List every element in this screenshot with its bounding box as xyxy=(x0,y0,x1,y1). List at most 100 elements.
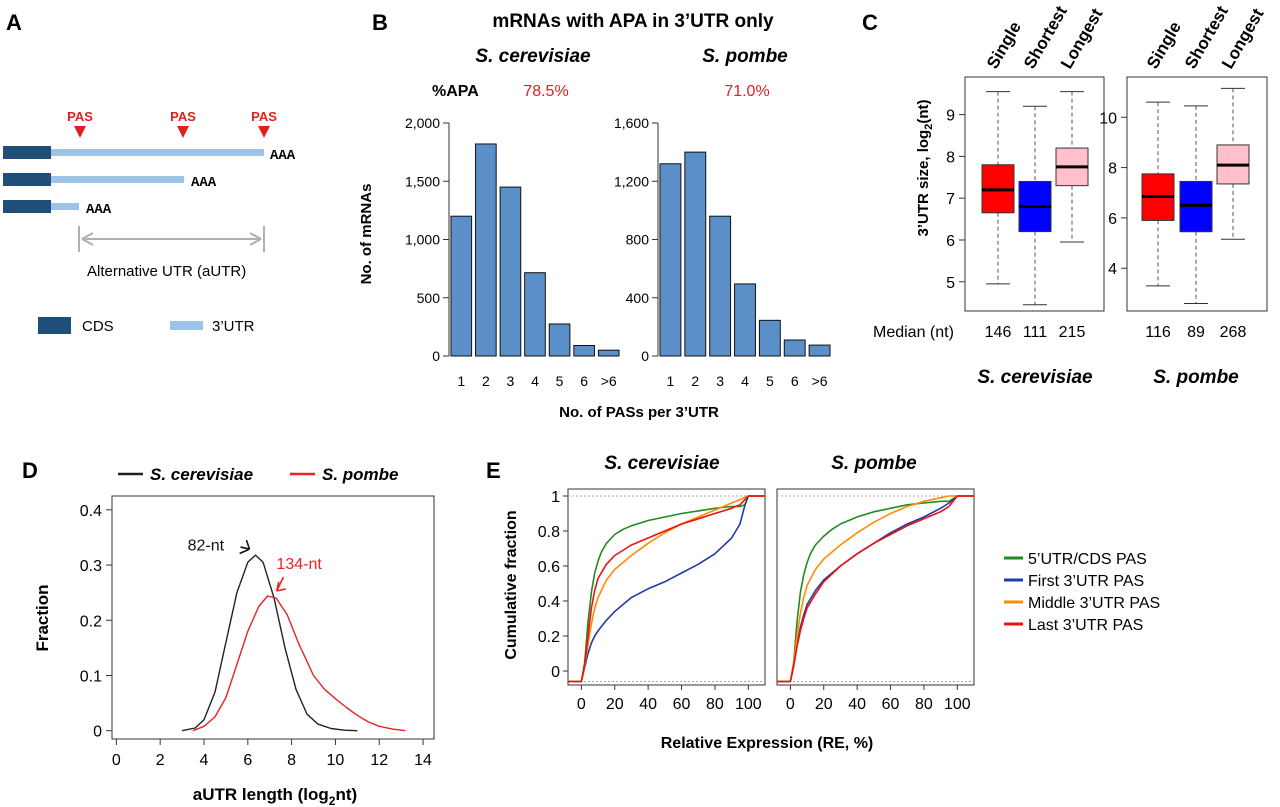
x-tick-label: 40 xyxy=(848,696,866,713)
cds-bar xyxy=(3,200,51,213)
panel-c-species-cer: S. cerevisiae xyxy=(977,367,1093,388)
pas-marker-icon xyxy=(258,126,270,138)
panel-c: 3’UTR size, log2(nt) Median (nt) S. cere… xyxy=(873,2,1268,388)
legend-swatch-utr xyxy=(170,321,203,330)
legend-label: Middle 3’UTR PAS xyxy=(1028,595,1160,612)
bar xyxy=(548,323,571,357)
y-tick-label: 1,500 xyxy=(405,173,440,189)
y-tick-label: 1,000 xyxy=(405,232,440,248)
utr-bar xyxy=(51,149,264,156)
cds-bar xyxy=(3,146,51,159)
x-tick-label: 100 xyxy=(944,696,971,713)
arrowhead-icon xyxy=(275,581,286,592)
panel-e-ylabel: Cumulative fraction xyxy=(503,510,520,659)
cdf-line xyxy=(777,495,974,683)
y-tick-label: 0.2 xyxy=(80,613,102,630)
panel-e: S. cerevisiae S. pombe Cumulative fracti… xyxy=(503,453,1160,752)
median-value: 111 xyxy=(1023,324,1047,341)
bar xyxy=(783,339,806,357)
plot-frame xyxy=(1126,76,1268,312)
y-tick-label: 500 xyxy=(417,290,441,306)
x-tick-label: 10 xyxy=(327,752,345,769)
median-value: 89 xyxy=(1187,324,1205,341)
panel-b-title: mRNAs with APA in 3’UTR only xyxy=(492,11,774,32)
median-value: 146 xyxy=(985,324,1012,341)
panel-d-xlabel: aUTR length (log2nt) xyxy=(193,785,357,807)
polya-tail: AAA xyxy=(270,148,296,164)
panel-a-schematic: PAS PAS PAS AAA AAA AAA Alternative UTR … xyxy=(3,109,296,335)
x-tick-label: 1 xyxy=(457,373,465,389)
y-tick-label: 2,000 xyxy=(405,115,440,131)
y-tick-label: 10 xyxy=(1099,110,1117,127)
y-tick-label: 8 xyxy=(946,149,955,166)
x-tick-label: 80 xyxy=(706,696,724,713)
x-tick-label: 40 xyxy=(639,696,657,713)
panel-c-ylabel: 3’UTR size, log2(nt) xyxy=(915,100,935,237)
cdf-line xyxy=(568,495,765,683)
panel-b-species-cer: S. cerevisiae xyxy=(475,46,591,67)
x-tick-label: 4 xyxy=(200,752,209,769)
apa-label: %APA xyxy=(432,83,479,100)
panel-b-species-pom: S. pombe xyxy=(702,46,788,67)
x-tick-label: 2 xyxy=(482,373,490,389)
y-tick-label: 1,600 xyxy=(614,115,649,131)
median-label: Median (nt) xyxy=(873,324,954,341)
y-tick-label: 9 xyxy=(946,108,955,125)
density-plot: 0 0.1 0.2 0.3 0.4 0 2 4 6 8 10 12 14 82-nt 134-nt xyxy=(80,495,435,769)
pas-marker-icon xyxy=(74,126,86,138)
x-tick-label: 0 xyxy=(786,696,795,713)
panel-b-ylabel: No. of mRNAs xyxy=(358,184,375,285)
annotation-arrow xyxy=(239,548,250,555)
x-tick-label: 4 xyxy=(741,373,749,389)
pas-label-2: PAS xyxy=(170,109,196,124)
bar xyxy=(808,344,831,357)
y-tick-label: 8 xyxy=(1108,161,1117,178)
apa-value-pom: 71.0% xyxy=(724,83,769,100)
y-tick-label: 5 xyxy=(946,275,955,292)
y-tick-label: 6 xyxy=(1108,211,1117,228)
plot-frame xyxy=(776,488,975,686)
panel-b-xlabel: No. of PASs per 3’UTR xyxy=(559,404,719,421)
legend-label-cds: CDS xyxy=(82,318,114,335)
y-tick-label: 0.3 xyxy=(80,558,102,575)
bar xyxy=(758,319,781,357)
bar xyxy=(499,186,522,357)
y-tick-label: 0.6 xyxy=(538,559,560,576)
legend-swatch-cds xyxy=(38,317,71,334)
x-tick-label: 1 xyxy=(667,373,675,389)
polya-tail: AAA xyxy=(191,175,217,191)
arrow-right-icon xyxy=(249,232,262,246)
median-value: 268 xyxy=(1220,324,1247,341)
y-tick-label: 0 xyxy=(641,348,649,364)
x-tick-label: 0 xyxy=(577,696,586,713)
legend-label-utr: 3’UTR xyxy=(212,318,255,335)
x-tick-label: 60 xyxy=(673,696,691,713)
median-value: 215 xyxy=(1059,324,1086,341)
x-tick-label: 60 xyxy=(882,696,900,713)
y-tick-label: 800 xyxy=(626,232,650,248)
bar xyxy=(734,283,756,357)
utr-bar xyxy=(51,203,79,210)
y-tick-label: 6 xyxy=(946,233,955,250)
cdf-line xyxy=(568,495,765,683)
y-tick-label: 0 xyxy=(551,664,560,681)
y-tick-label: 0.4 xyxy=(538,594,560,611)
apa-value-cer: 78.5% xyxy=(523,83,568,100)
y-tick-label: 1 xyxy=(551,489,560,506)
pas-marker-icon xyxy=(177,126,189,138)
x-tick-label: 8 xyxy=(287,752,296,769)
annotation-label: 134-nt xyxy=(276,556,322,573)
autr-label: Alternative UTR (aUTR) xyxy=(87,263,246,280)
panel-d-ylabel: Fraction xyxy=(33,584,52,651)
cdf-plot-pom: 0 20 40 60 80 100 xyxy=(776,488,975,713)
bar xyxy=(524,272,546,357)
plot-frame xyxy=(111,495,435,740)
utr-bar xyxy=(51,176,184,183)
legend-label: First 3’UTR PAS xyxy=(1028,573,1144,590)
panel-d: S. cerevisiae S. pombe Fraction aUTR len… xyxy=(33,465,435,807)
bar xyxy=(573,345,595,357)
panel-label-a: A xyxy=(6,10,22,35)
arrow-left-icon xyxy=(81,232,94,246)
